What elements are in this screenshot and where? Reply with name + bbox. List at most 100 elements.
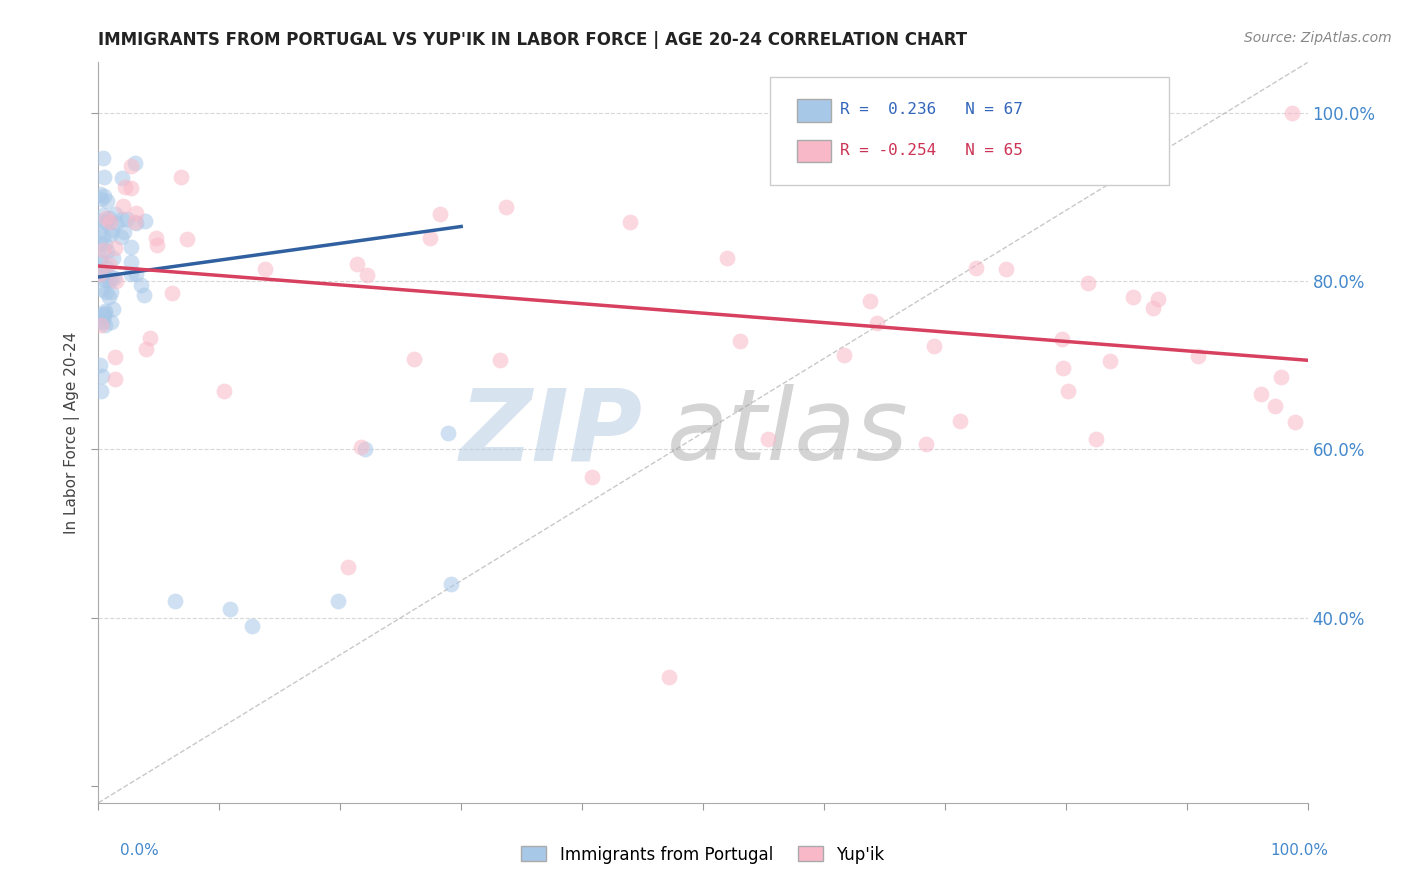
Point (658, 670, 681, 684)
Point (89, 251, 111, 265)
Point (93, 189, 115, 203)
Point (1057, 384, 1080, 399)
Point (1088, 131, 1111, 145)
Point (1077, 276, 1099, 290)
Point (419, 231, 441, 245)
Point (96, 194, 118, 209)
Point (90, 214, 112, 228)
Point (110, 229, 132, 244)
Point (120, 268, 142, 282)
Point (89, 267, 111, 281)
Point (1122, 290, 1144, 304)
Point (94, 260, 117, 274)
Point (124, 215, 146, 229)
Point (93, 265, 115, 279)
Point (111, 211, 134, 226)
Point (253, 262, 276, 277)
Point (965, 261, 987, 276)
Point (336, 560, 359, 574)
Text: R = -0.254   N = 65: R = -0.254 N = 65 (839, 143, 1022, 158)
Legend: Immigrants from Portugal, Yup'ik: Immigrants from Portugal, Yup'ik (515, 839, 891, 871)
Point (91, 307, 114, 321)
Point (995, 261, 1018, 276)
Point (117, 211, 139, 226)
Point (915, 436, 938, 450)
Text: ZIP: ZIP (460, 384, 643, 481)
Bar (797, 140, 831, 162)
Point (146, 238, 169, 252)
Point (101, 223, 124, 237)
Point (90, 384, 112, 399)
Point (91, 228, 114, 243)
Point (1284, 415, 1306, 429)
Point (89, 358, 111, 372)
Point (1250, 387, 1272, 401)
Point (90, 282, 112, 296)
Point (1264, 399, 1286, 413)
Point (163, 594, 186, 608)
Bar (797, 99, 831, 121)
Point (98, 290, 121, 304)
Point (125, 216, 148, 230)
Point (114, 180, 136, 194)
Point (93, 244, 115, 258)
Point (350, 440, 373, 454)
Point (90, 314, 112, 328)
Point (716, 251, 738, 265)
Point (94, 273, 117, 287)
Point (91, 368, 114, 383)
Point (105, 216, 128, 230)
Point (176, 232, 198, 246)
Point (103, 240, 125, 255)
Point (240, 619, 263, 633)
Text: atlas: atlas (666, 384, 908, 481)
Point (780, 114, 803, 128)
Point (120, 181, 142, 195)
Point (1187, 349, 1209, 363)
Point (91, 151, 114, 165)
Point (104, 351, 127, 365)
Point (495, 200, 517, 214)
Point (134, 288, 156, 302)
Point (1270, 370, 1292, 384)
Point (120, 159, 142, 173)
Point (134, 214, 156, 228)
Point (125, 206, 148, 220)
Point (619, 215, 641, 229)
Point (90, 267, 112, 281)
Point (100, 315, 122, 329)
Point (1146, 292, 1168, 306)
Point (1052, 360, 1074, 375)
Point (436, 425, 458, 440)
Point (104, 274, 127, 288)
Point (832, 347, 855, 361)
Point (90, 318, 112, 332)
Point (98, 274, 121, 288)
Point (214, 384, 236, 398)
Point (120, 239, 142, 253)
Point (429, 207, 451, 221)
Point (756, 433, 779, 447)
Point (94, 211, 117, 225)
Point (89, 186, 111, 201)
Point (1085, 433, 1108, 447)
Point (859, 293, 882, 308)
Text: 100.0%: 100.0% (1271, 843, 1329, 858)
Point (1050, 332, 1073, 346)
Point (346, 257, 368, 271)
Point (101, 301, 124, 316)
Point (160, 286, 183, 301)
Point (91, 315, 114, 329)
Text: Source: ZipAtlas.com: Source: ZipAtlas.com (1244, 31, 1392, 45)
Text: R =  0.236   N = 67: R = 0.236 N = 67 (839, 103, 1022, 118)
Point (1098, 354, 1121, 368)
Point (1281, 106, 1303, 120)
Point (219, 602, 242, 616)
Point (1142, 301, 1164, 316)
Point (97, 211, 120, 226)
Point (125, 267, 148, 281)
Point (96, 244, 118, 258)
Point (124, 156, 146, 170)
Point (90, 192, 112, 206)
Point (94, 304, 117, 318)
